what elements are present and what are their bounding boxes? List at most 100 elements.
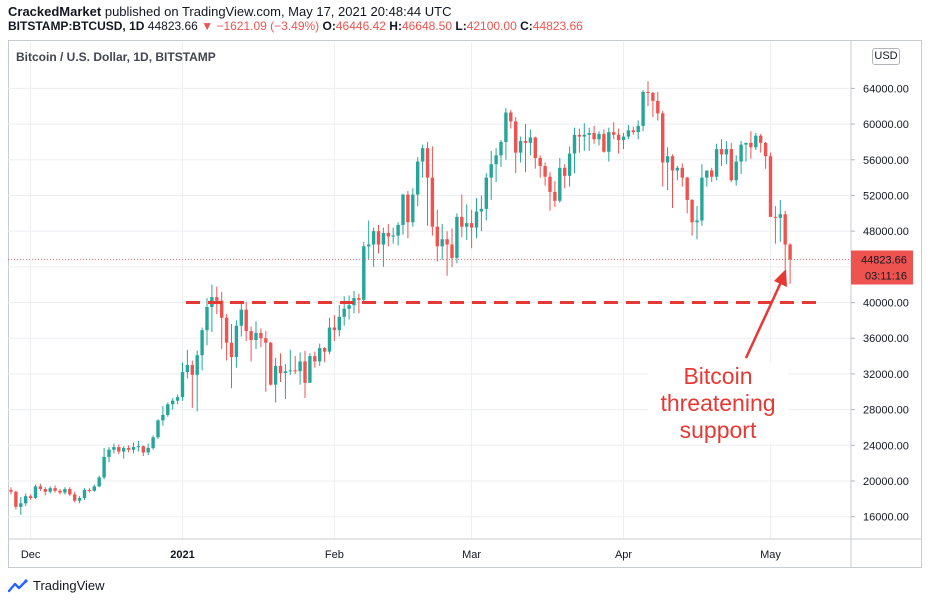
candle bbox=[411, 188, 415, 227]
published-text: published on TradingView.com, May 17, 20… bbox=[104, 4, 452, 19]
x-tick-label: Apr bbox=[615, 549, 632, 561]
candle bbox=[577, 128, 582, 153]
candle-body bbox=[126, 447, 131, 450]
candle bbox=[494, 148, 498, 183]
high-label: H: bbox=[389, 19, 402, 33]
candle bbox=[450, 228, 454, 267]
candle-body bbox=[215, 297, 219, 301]
candle-body bbox=[92, 486, 96, 491]
candle-body bbox=[171, 400, 175, 405]
candle-body bbox=[68, 489, 72, 495]
candle-body bbox=[77, 497, 82, 501]
candle-body bbox=[362, 246, 366, 300]
close-label: C: bbox=[520, 19, 533, 33]
candle bbox=[489, 150, 493, 200]
chart-title: Bitcoin / U.S. Dollar, 1D, BITSTAMP bbox=[16, 50, 216, 64]
annotation-text: Bitcoin threatening support bbox=[648, 363, 788, 444]
candle-body bbox=[249, 331, 253, 341]
candle-body bbox=[367, 244, 371, 247]
candle-body bbox=[641, 91, 645, 126]
candle-body bbox=[87, 489, 92, 491]
candle bbox=[396, 222, 400, 246]
candle-body bbox=[14, 491, 18, 507]
y-tick-label: 48000.00 bbox=[863, 226, 909, 238]
candle bbox=[425, 141, 430, 226]
candle bbox=[778, 199, 782, 242]
candle bbox=[92, 484, 96, 492]
candle bbox=[597, 131, 601, 146]
candle bbox=[729, 142, 733, 183]
candle-body bbox=[254, 332, 258, 341]
candle-body bbox=[278, 365, 283, 374]
candle-body bbox=[112, 447, 116, 450]
candle bbox=[234, 320, 239, 368]
candle bbox=[788, 243, 792, 284]
candle bbox=[420, 144, 425, 178]
candle-body bbox=[597, 133, 601, 140]
candle bbox=[631, 126, 635, 135]
candle-body bbox=[754, 135, 758, 148]
candle bbox=[146, 443, 150, 456]
candle-body bbox=[122, 447, 126, 452]
candle bbox=[406, 191, 410, 239]
candle bbox=[107, 447, 111, 463]
candle bbox=[710, 167, 714, 183]
candle-body bbox=[538, 157, 542, 167]
candles bbox=[9, 81, 792, 515]
candle-body bbox=[293, 370, 297, 372]
candle bbox=[543, 162, 547, 186]
candle-body bbox=[401, 194, 405, 225]
candle-body bbox=[288, 370, 292, 372]
candle bbox=[244, 301, 248, 341]
annotation-line: support bbox=[679, 417, 757, 443]
candle bbox=[337, 305, 341, 337]
candle-body bbox=[607, 132, 611, 152]
candle-body bbox=[474, 211, 479, 228]
candle bbox=[278, 353, 283, 382]
candle-body bbox=[24, 496, 28, 504]
candle bbox=[175, 394, 180, 405]
candle-body bbox=[626, 130, 631, 137]
candle-body bbox=[582, 134, 586, 137]
y-tick-label: 52000.00 bbox=[863, 190, 909, 202]
candle bbox=[19, 497, 23, 515]
brand-name[interactable]: TradingView bbox=[33, 578, 105, 593]
candle-body bbox=[469, 223, 474, 228]
candle bbox=[73, 491, 77, 503]
candle-body bbox=[283, 371, 288, 374]
annotation-arrow bbox=[744, 279, 784, 359]
currency-button[interactable]: USD bbox=[872, 48, 900, 65]
candle bbox=[269, 341, 273, 386]
candle-body bbox=[460, 216, 464, 227]
candle-body bbox=[592, 133, 596, 140]
candle bbox=[636, 120, 640, 140]
candle-body bbox=[773, 216, 778, 218]
candle bbox=[313, 351, 317, 368]
price-chart[interactable]: 16000.00 20000.00 24000.00 28000.00 32000.00… bbox=[8, 40, 922, 568]
candle bbox=[695, 206, 699, 240]
candle bbox=[63, 487, 67, 495]
high-value: 46648.50 bbox=[401, 19, 453, 33]
candle bbox=[24, 493, 28, 506]
candle-body bbox=[244, 309, 248, 332]
candle-body bbox=[327, 327, 332, 352]
candle bbox=[53, 485, 57, 493]
candle bbox=[533, 136, 537, 169]
candle bbox=[602, 129, 606, 153]
candle bbox=[445, 231, 449, 276]
candle-body bbox=[700, 177, 704, 221]
candle bbox=[479, 195, 484, 232]
candle-body bbox=[499, 141, 503, 156]
candle bbox=[288, 349, 292, 375]
candle bbox=[151, 435, 155, 450]
candle bbox=[759, 133, 763, 153]
candle bbox=[308, 353, 312, 383]
candle-body bbox=[229, 342, 234, 357]
symbol-info: BITSTAMP:BTCUSD, 1D 44823.66 ▼ −1621.09 … bbox=[8, 19, 583, 33]
candle bbox=[567, 146, 572, 187]
author-name[interactable]: CrackedMarket bbox=[8, 4, 102, 19]
candle bbox=[514, 116, 518, 174]
candle-body bbox=[406, 194, 410, 223]
grid bbox=[8, 42, 851, 539]
candle-body bbox=[450, 244, 454, 258]
